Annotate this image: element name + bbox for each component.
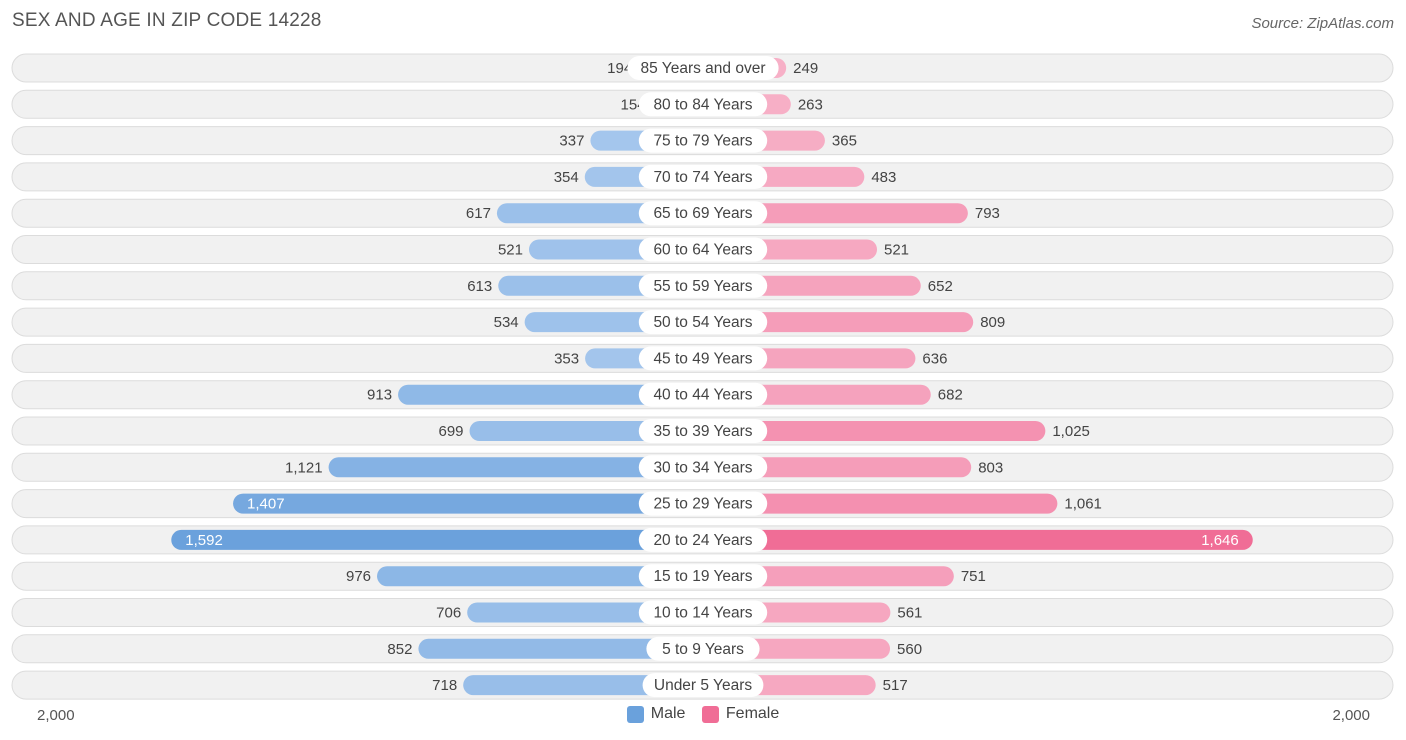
category-label-background (638, 491, 768, 516)
male-bar (418, 638, 703, 659)
category-label-background (638, 382, 768, 407)
female-bar (703, 203, 968, 224)
male-bar (398, 384, 703, 405)
legend-item-female[interactable]: Female (701, 705, 780, 723)
female-value-label: 561 (897, 605, 922, 622)
male-value-label: 706 (436, 605, 461, 622)
male-value-label: 194 (607, 60, 632, 77)
category-label: 85 Years and over (641, 60, 766, 77)
legend-label-male: Male (650, 705, 686, 722)
female-value-label: 483 (871, 169, 896, 186)
male-bar (171, 529, 704, 550)
category-label: Under 5 Years (654, 677, 752, 694)
female-value-label: 803 (978, 459, 1003, 476)
category-label: 35 to 39 Years (653, 423, 752, 440)
category-label: 20 to 24 Years (653, 532, 752, 549)
male-value-label: 354 (554, 169, 579, 186)
male-value-label: 534 (494, 314, 519, 331)
female-value-label: 652 (928, 278, 953, 295)
male-bar (328, 457, 703, 478)
female-value-label: 809 (980, 314, 1005, 331)
category-label: 60 to 64 Years (653, 242, 752, 259)
category-label: 50 to 54 Years (653, 314, 752, 331)
legend-swatch-female (701, 705, 719, 723)
female-value-label: 1,646 (1201, 532, 1239, 549)
male-value-label: 852 (387, 641, 412, 658)
category-label-background (638, 128, 768, 153)
male-bar (377, 566, 703, 587)
male-value-label: 718 (432, 677, 457, 694)
category-label: 65 to 69 Years (653, 205, 752, 222)
male-bar (463, 675, 703, 696)
male-bar (233, 493, 703, 514)
category-label-background (638, 346, 768, 371)
category-label: 55 to 59 Years (653, 278, 752, 295)
male-value-label: 613 (467, 278, 492, 295)
category-label: 45 to 49 Years (653, 350, 752, 367)
category-label-background (638, 237, 768, 262)
chart-source: Source: ZipAtlas.com (1251, 15, 1394, 32)
female-value-label: 517 (883, 677, 908, 694)
male-value-label: 1,121 (285, 459, 323, 476)
male-value-label: 353 (554, 350, 579, 367)
female-value-label: 1,025 (1052, 423, 1090, 440)
female-value-label: 1,061 (1064, 496, 1102, 513)
category-label-background (638, 419, 768, 443)
legend-label-female: Female (725, 705, 780, 722)
category-label-background (638, 201, 768, 226)
category-label-background (642, 673, 764, 698)
x-axis-left-label: 2,000 (37, 707, 75, 724)
female-value-label: 521 (884, 242, 909, 259)
category-label: 15 to 19 Years (653, 568, 752, 585)
legend: Male Female (0, 705, 1406, 728)
category-label-background (638, 92, 768, 117)
category-label-background (638, 310, 768, 335)
chart-title: SEX AND AGE IN ZIP CODE 14228 (12, 10, 322, 31)
category-label-background (638, 527, 768, 552)
category-label-background (638, 564, 768, 589)
male-value-label: 976 (346, 568, 371, 585)
male-value-label: 521 (498, 242, 523, 259)
female-value-label: 249 (793, 60, 818, 77)
female-value-label: 636 (922, 350, 947, 367)
category-label: 25 to 29 Years (653, 496, 752, 513)
category-label-background (638, 455, 768, 480)
female-bar (703, 421, 1046, 441)
male-value-label: 337 (559, 133, 584, 150)
category-label: 40 to 44 Years (653, 387, 752, 404)
category-label-background (627, 56, 779, 80)
category-label: 30 to 34 Years (653, 459, 752, 476)
legend-item-male[interactable]: Male (626, 705, 686, 723)
category-label: 10 to 14 Years (653, 605, 752, 622)
category-label: 70 to 74 Years (653, 169, 752, 186)
category-label-background (638, 273, 768, 298)
category-label: 80 to 84 Years (653, 96, 752, 113)
category-label-background (638, 164, 768, 189)
x-axis-right-label: 2,000 (1332, 707, 1370, 724)
male-value-label: 154 (621, 96, 646, 113)
legend-swatch-male (626, 705, 644, 723)
male-value-label: 913 (367, 387, 392, 404)
category-label: 5 to 9 Years (662, 641, 744, 658)
category-label: 75 to 79 Years (653, 133, 752, 150)
female-bar (703, 493, 1058, 514)
female-bar (703, 529, 1253, 550)
female-value-label: 682 (938, 387, 963, 404)
female-bar (703, 312, 974, 333)
female-value-label: 365 (832, 133, 857, 150)
male-value-label: 1,407 (247, 496, 285, 513)
female-bar (703, 457, 972, 478)
category-label-background (646, 636, 760, 661)
male-value-label: 617 (466, 205, 491, 222)
category-label-background (638, 600, 768, 625)
male-value-label: 699 (439, 423, 464, 440)
female-value-label: 793 (975, 205, 1000, 222)
female-value-label: 263 (798, 96, 823, 113)
female-value-label: 751 (961, 568, 986, 585)
female-value-label: 560 (897, 641, 922, 658)
male-value-label: 1,592 (185, 532, 223, 549)
